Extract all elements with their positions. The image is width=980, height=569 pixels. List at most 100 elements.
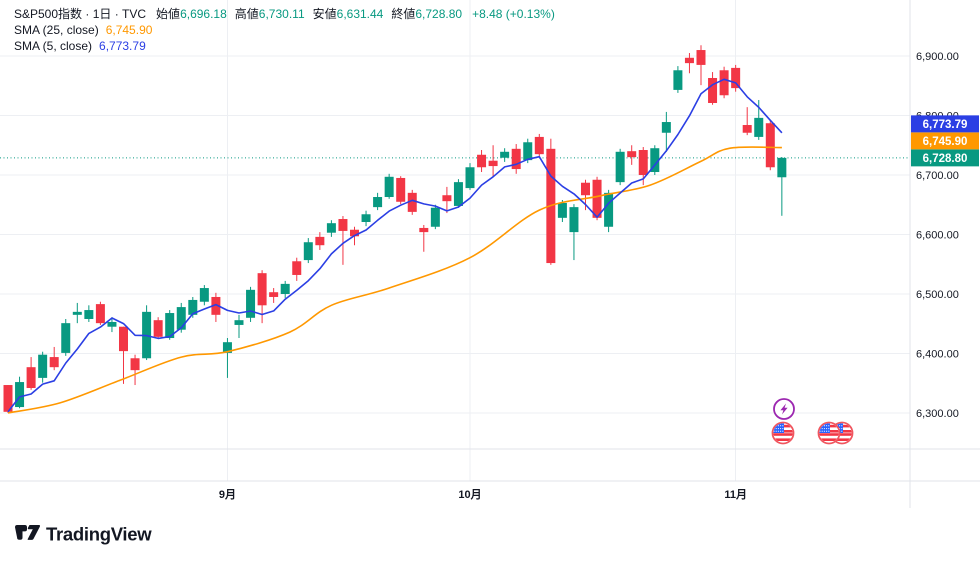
candle-body [511, 148, 521, 170]
chart-legend: S&P500指数 · 1日 · TVC 始値6,696.18 高値6,730.11 安… [14, 6, 555, 54]
candle-body [407, 192, 417, 212]
candle-body [523, 142, 533, 161]
symbol-legend-row[interactable]: S&P500指数 · 1日 · TVC 始値6,696.18 高値6,730.11 安… [14, 6, 555, 22]
ohlc-values: 始値6,696.18 高値6,730.11 安値6,631.44 終値6,728.80 [156, 7, 470, 21]
candle-body [373, 197, 383, 208]
candle-body [673, 70, 683, 90]
change-value: +8.48 (+0.13%) [472, 7, 555, 21]
candle-body [592, 179, 602, 218]
candle-body [638, 150, 648, 175]
price-axis-label[interactable]: 6,900.00 [916, 51, 959, 63]
candle-body [361, 214, 371, 223]
candle-body [130, 358, 140, 371]
candle-body [211, 296, 221, 315]
time-axis-label: 9月 [219, 488, 236, 501]
candle-body [269, 292, 279, 297]
candle-body [222, 342, 232, 353]
candle-body [292, 261, 302, 275]
candle-body [72, 311, 82, 315]
symbol-title[interactable]: S&P500指数 · 1日 · TVC [14, 7, 147, 21]
candle-body [199, 288, 209, 302]
candle-body [765, 123, 775, 168]
candle-body [257, 273, 267, 306]
candle-body [84, 310, 94, 319]
candle-body [234, 320, 244, 325]
lightning-bolt-icon [780, 403, 788, 415]
candle-body [696, 50, 706, 65]
candles-series [3, 45, 787, 414]
candle-body [396, 177, 406, 202]
sma5-value: 6,773.79 [99, 39, 146, 53]
candle-body [153, 320, 163, 337]
us-flag-art [773, 423, 793, 443]
candle-body [38, 354, 48, 378]
sma25-price-tag [911, 132, 979, 150]
candle-body [188, 299, 198, 315]
candle-body [442, 195, 452, 202]
price-axis-label[interactable]: 6,600.00 [916, 229, 959, 241]
candle-body [280, 283, 290, 294]
tradingview-logo[interactable]: TradingView [14, 524, 184, 546]
candle-body [246, 289, 256, 318]
ohlc-pair-3: 終値6,728.80 [391, 7, 463, 21]
last-price-tag-text: 6,728.80 [923, 153, 968, 165]
flash-event-icon[interactable] [773, 398, 795, 420]
candle-body [719, 70, 729, 96]
candle-body [350, 229, 359, 237]
sma25-label: SMA (25, close) [14, 23, 99, 37]
candle-body [557, 202, 567, 218]
candle-body [569, 207, 579, 233]
candle-body [477, 154, 487, 168]
candle-body [534, 136, 544, 155]
candle-body [500, 151, 510, 158]
candle-body [684, 57, 694, 64]
us-flag-event-icon-1[interactable] [771, 421, 795, 445]
price-chart-pane[interactable]: 6,900.006,800.006,700.006,600.006,500.00… [0, 0, 980, 508]
svg-text:TradingView: TradingView [46, 524, 152, 545]
price-axis-label[interactable]: 6,700.00 [916, 170, 959, 182]
candle-body [326, 223, 336, 233]
us-flag-event-icon-2[interactable] [817, 421, 841, 445]
candle-body [453, 182, 463, 206]
candle-body [777, 157, 787, 178]
time-axis-label: 11月 [724, 488, 747, 501]
candle-body [15, 382, 25, 408]
candle-body [627, 151, 637, 158]
candle-body [430, 207, 440, 227]
candle-body [615, 151, 625, 183]
candle-body [604, 192, 614, 227]
sma5-line[interactable] [7, 78, 783, 413]
candle-body [119, 326, 128, 352]
ohlc-pair-0: 始値6,696.18 [156, 7, 227, 21]
candle-body [3, 385, 13, 412]
candle-body [731, 67, 741, 89]
price-axis-label[interactable]: 6,500.00 [916, 289, 959, 301]
candle-body [315, 236, 325, 246]
sma5-label: SMA (5, close) [14, 39, 93, 53]
candle-body [419, 227, 429, 233]
candle-body [384, 176, 394, 198]
candle-body [488, 160, 498, 167]
candle-body [26, 367, 36, 389]
candle-body [176, 307, 186, 330]
candle-body [49, 357, 59, 368]
indicator-row-sma25[interactable]: SMA (25, close) 6,745.90 [14, 22, 555, 38]
price-axis-label[interactable]: 6,400.00 [916, 348, 959, 360]
sma25-line[interactable] [7, 146, 782, 414]
candle-body [661, 122, 671, 133]
indicator-row-sma5[interactable]: SMA (5, close) 6,773.79 [14, 38, 555, 54]
candle-body [303, 242, 313, 261]
candle-body [581, 182, 590, 196]
tradingview-logo-mark: TradingView [15, 524, 153, 545]
sma25-price-tag-text: 6,745.90 [923, 136, 968, 148]
candle-body [754, 117, 764, 137]
last-price-tag [911, 149, 979, 167]
sma25-value: 6,745.90 [105, 23, 153, 37]
candle-body [708, 78, 718, 103]
candle-body [650, 148, 660, 173]
price-axis-label[interactable]: 6,300.00 [916, 408, 959, 420]
candle-body [165, 313, 175, 339]
candle-body [95, 304, 105, 324]
candle-body [107, 321, 117, 327]
